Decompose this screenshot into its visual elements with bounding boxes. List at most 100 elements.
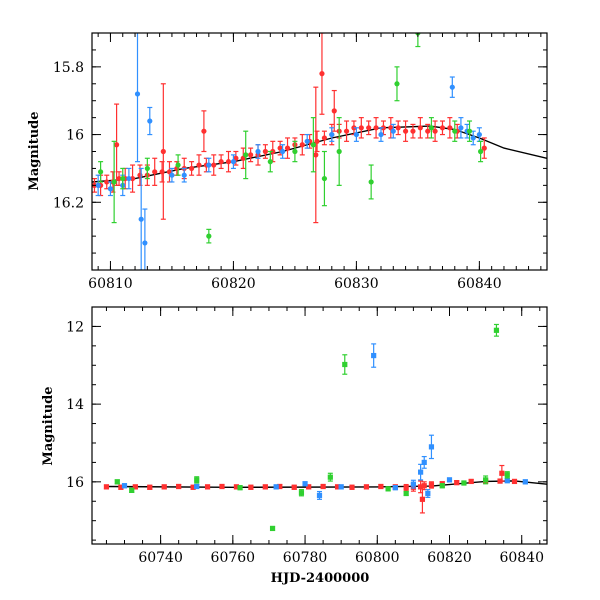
- top-data-point: [476, 131, 482, 138]
- top-data-point: [358, 125, 364, 131]
- bottom-data-point: [306, 484, 312, 490]
- bottom-data-point: [504, 478, 510, 484]
- bottom-data-point: [194, 483, 200, 490]
- top-data-point: [134, 91, 141, 97]
- bottom-data-point: [392, 485, 398, 491]
- top-data-point: [477, 148, 484, 155]
- top-data-point: [126, 175, 132, 182]
- bottom-data-point: [320, 483, 326, 490]
- bottom-data-point: [342, 361, 348, 368]
- top-data-point: [206, 162, 212, 168]
- bottom-data-point: [269, 525, 276, 532]
- top-data-point: [449, 84, 455, 90]
- bottom-data-point: [425, 490, 431, 497]
- bottom-data-point: [493, 327, 500, 333]
- bottom-data-point: [428, 482, 435, 488]
- bottom-data-point: [204, 484, 211, 490]
- top-y-tick-label: 16: [66, 128, 84, 144]
- bottom-y-axis-title: Magnitude: [41, 386, 56, 465]
- bottom-data-point: [385, 486, 391, 492]
- top-data-point: [107, 186, 114, 192]
- bottom-axis-ticks: 60740 60760 60780 60800 60820 60840 12 14 16: [66, 306, 547, 566]
- top-data-point: [95, 182, 101, 188]
- bottom-data-point: [403, 490, 409, 497]
- top-data-point: [169, 172, 175, 178]
- top-data-point: [299, 142, 305, 148]
- bottom-data-point: [363, 484, 370, 490]
- top-data-point: [144, 165, 150, 172]
- top-data-point: [120, 175, 126, 182]
- top-data-point: [428, 125, 435, 131]
- top-data-point: [395, 125, 401, 131]
- bottom-data-point: [262, 484, 268, 490]
- bottom-data-point: [176, 483, 182, 490]
- top-data-point: [432, 128, 438, 134]
- top-y-tick-label: 15.8: [53, 60, 84, 76]
- top-data-point: [113, 142, 120, 148]
- top-data-point: [147, 118, 153, 124]
- bottom-series-2: [114, 323, 510, 532]
- bottom-data-point: [483, 477, 489, 483]
- top-data-point: [410, 128, 416, 134]
- bottom-data-point: [421, 459, 427, 466]
- bottom-data-point: [418, 469, 424, 475]
- top-data-point: [458, 125, 464, 131]
- bottom-model-curve: [106, 480, 547, 489]
- top-data-point: [353, 131, 359, 138]
- top-data-point: [160, 148, 166, 155]
- top-data-point: [378, 131, 384, 138]
- bottom-data-point: [378, 483, 384, 490]
- top-data-point: [425, 128, 431, 134]
- top-data-point: [366, 125, 372, 131]
- top-data-point: [175, 162, 181, 168]
- top-data-point: [466, 128, 473, 134]
- bottom-data-point: [273, 484, 279, 490]
- top-data-point: [368, 179, 374, 185]
- x-axis-title: HJD-2400000: [271, 571, 370, 586]
- top-data-point: [243, 152, 249, 158]
- bottom-data-point: [504, 472, 510, 478]
- top-data-point: [111, 179, 117, 185]
- bottom-x-tick-label: 60760: [211, 550, 256, 566]
- top-data-point: [470, 135, 476, 141]
- bottom-x-tick-label: 60840: [499, 550, 544, 566]
- bottom-data-point: [403, 485, 409, 491]
- top-data-point: [201, 128, 207, 134]
- bottom-data-point: [233, 484, 240, 490]
- bottom-series-1: [121, 343, 528, 500]
- bottom-data-point: [338, 484, 344, 490]
- top-data-point: [218, 159, 224, 165]
- bottom-data-point: [121, 483, 128, 489]
- bottom-data-point: [461, 480, 467, 486]
- top-data-point: [116, 175, 122, 182]
- bottom-data-point: [194, 477, 200, 483]
- bottom-data-point: [103, 484, 110, 490]
- top-y-axis-title: Magnitude: [27, 111, 42, 190]
- bottom-y-tick-label: 12: [66, 319, 84, 335]
- top-data-point: [225, 159, 232, 165]
- top-data-point: [447, 125, 453, 131]
- bottom-y-tick-label: 16: [66, 475, 84, 491]
- top-data-point: [181, 172, 187, 178]
- top-data-point: [304, 138, 310, 144]
- top-data-point: [319, 71, 325, 77]
- bottom-data-point: [371, 352, 377, 359]
- top-data-point: [439, 125, 446, 131]
- bottom-data-point: [219, 483, 225, 490]
- top-x-tick-label: 60820: [211, 276, 256, 292]
- bottom-data-point: [237, 485, 243, 491]
- bottom-data-point: [291, 484, 297, 490]
- top-x-tick-label: 60810: [88, 276, 133, 292]
- top-series-2: [98, 33, 484, 244]
- bottom-data-point: [522, 479, 528, 485]
- top-series-0: [92, 33, 487, 224]
- bottom-data-point: [248, 484, 254, 490]
- top-data-point: [98, 169, 104, 175]
- top-data-point: [321, 175, 328, 182]
- top-data-point: [336, 148, 342, 155]
- bottom-x-tick-label: 60800: [355, 550, 400, 566]
- bottom-data-point: [419, 496, 426, 502]
- top-data-point: [104, 179, 110, 185]
- top-x-tick-label: 60830: [334, 276, 379, 292]
